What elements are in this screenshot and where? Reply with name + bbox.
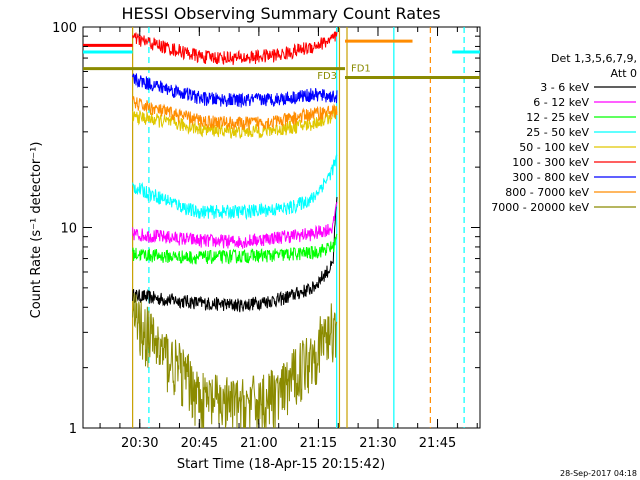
x-tick-label: 20:30 — [121, 436, 158, 451]
legend: Det 1,3,5,6,7,9, Att 0 3 - 6 keV 6 - 12 k… — [491, 52, 637, 214]
y-tick-label: 1 — [69, 422, 77, 437]
y-tick-label: 10 — [60, 222, 77, 237]
series-line — [132, 96, 338, 131]
series-line — [132, 197, 338, 313]
x-axis-label: Start Time (18-Apr-15 20:15:42) — [177, 457, 385, 472]
series-line — [132, 153, 338, 221]
legend-label: 3 - 6 keV — [540, 81, 589, 94]
vertical-markers — [132, 27, 465, 428]
plot-area: FD3 FD1 — [82, 26, 481, 429]
series-line — [132, 105, 338, 139]
x-tick-label: 20:45 — [181, 436, 218, 451]
series-line — [132, 31, 338, 66]
legend-label: 800 - 7000 keV — [505, 186, 589, 199]
legend-items: 3 - 6 keV 6 - 12 keV 12 - 25 keV 25 - 50 ke… — [491, 81, 636, 214]
level-segments — [83, 39, 480, 79]
legend-title-line2: Att 0 — [611, 67, 637, 80]
series-line — [132, 73, 338, 108]
x-tick-label: 21:30 — [359, 436, 396, 451]
series-line — [132, 233, 338, 265]
legend-label: 7000 - 20000 keV — [491, 201, 589, 214]
annotation-label: FD1 — [351, 63, 371, 74]
y-tick-label: 100 — [52, 21, 77, 36]
legend-label: 50 - 100 keV — [519, 141, 589, 154]
x-axis: 20:30 20:45 21:00 21:15 21:30 21:45 — [99, 27, 478, 451]
series-line — [132, 293, 338, 429]
x-tick-label: 21:15 — [300, 436, 337, 451]
y-axis-label: Count Rate (s⁻¹ detector⁻¹) — [29, 142, 44, 319]
legend-label: 12 - 25 keV — [526, 111, 589, 124]
y-axis: 1 10 100 — [52, 21, 480, 437]
footer-date: 28-Sep-2017 04:18 — [560, 469, 637, 478]
chart-title: HESSI Observing Summary Count Rates — [121, 4, 440, 23]
series-line — [132, 201, 338, 249]
legend-label: 100 - 300 keV — [512, 156, 589, 169]
x-tick-label: 21:00 — [240, 436, 277, 451]
x-tick-label: 21:45 — [419, 436, 456, 451]
legend-title-line1: Det 1,3,5,6,7,9, — [551, 52, 637, 65]
legend-label: 6 - 12 keV — [533, 96, 589, 109]
legend-label: 25 - 50 keV — [526, 126, 589, 139]
legend-label: 300 - 800 keV — [512, 171, 589, 184]
series-group — [132, 31, 338, 429]
annotations: FD3 FD1 — [317, 63, 371, 82]
annotation-label: FD3 — [317, 71, 337, 82]
